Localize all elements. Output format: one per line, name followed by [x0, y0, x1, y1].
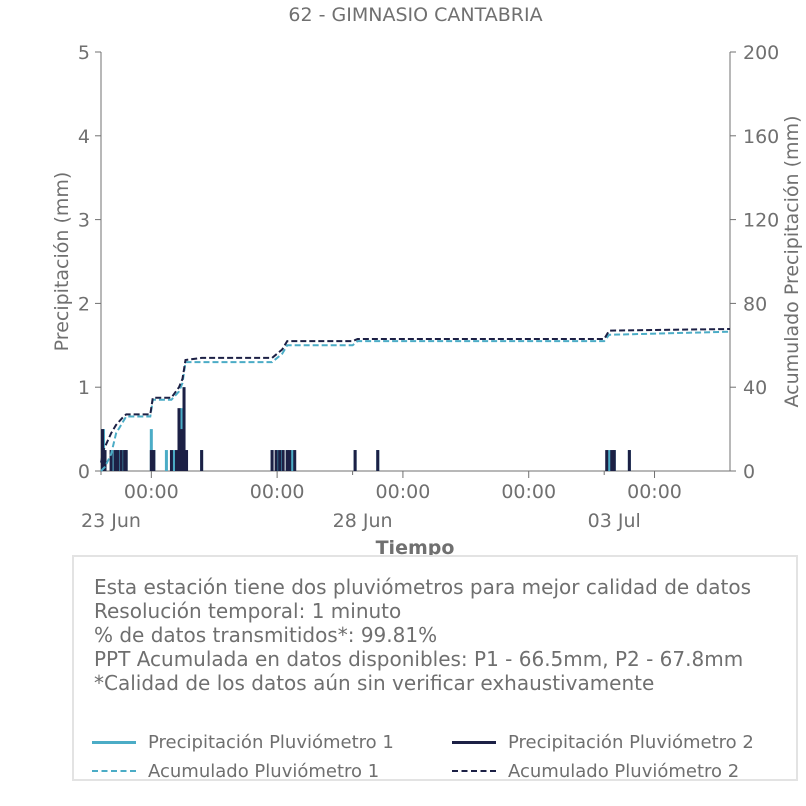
y-left-tick-label: 2 — [78, 293, 90, 315]
legend-label-accum-p1: Acumulado Pluviómetro 1 — [148, 760, 380, 782]
y-axis-label-right: Acumulado Precipitación (mm) — [781, 116, 803, 408]
rain-bar-2 — [123, 450, 127, 471]
y-right-tick-label: 40 — [743, 377, 767, 399]
y-right-tick-label: 120 — [743, 210, 779, 232]
rain-bar-2 — [119, 450, 123, 471]
info-line-transmitted: % de datos transmitidos*: 99.81% — [94, 623, 438, 647]
x-date-label: 23 Jun — [81, 510, 141, 532]
info-line-stations: Esta estación tiene dos pluviómetros par… — [94, 575, 752, 599]
rain-bar-2 — [124, 450, 128, 471]
y-right-tick-label: 200 — [743, 42, 779, 64]
info-line-quality-note: *Calidad de los datos aún sin verificar … — [94, 671, 655, 695]
info-box: Esta estación tiene dos pluviómetros par… — [72, 555, 798, 783]
rain-bar-2 — [185, 450, 189, 471]
info-line-accumulated: PPT Acumulada en datos disponibles: P1 -… — [94, 647, 744, 671]
rain-bar-1 — [607, 450, 611, 471]
rain-bar-2 — [376, 450, 380, 471]
rainfall-chart: 62 - GIMNASIO CANTABRIA 0 1 2 3 4 5 0 40 80 120 160… — [51, 4, 803, 559]
legend-swatch-precip-p1 — [92, 740, 136, 744]
rain-bar-1 — [172, 450, 176, 471]
accumulated-line-1 — [100, 330, 731, 472]
rain-bar-2 — [353, 450, 357, 471]
x-tick-label: 00:00 — [376, 481, 431, 503]
chart-title: 62 - GIMNASIO CANTABRIA — [288, 4, 542, 26]
rain-bar-2 — [177, 408, 181, 471]
y-right-tick-label: 0 — [743, 461, 755, 483]
legend-item-accum-p1: Acumulado Pluviómetro 1 — [92, 759, 379, 783]
rain-bar-2 — [270, 450, 274, 471]
y-left-tick-label: 3 — [78, 210, 90, 232]
legend-label-precip-p1: Precipitación Pluviómetro 1 — [148, 731, 394, 753]
y-axis-label-left: Precipitación (mm) — [51, 172, 73, 352]
rain-bar-2 — [200, 450, 204, 471]
x-date-label: 03 Jul — [588, 510, 641, 532]
rain-bar-1 — [290, 450, 294, 471]
rain-bar-1 — [164, 450, 168, 471]
x-tick-label: 00:00 — [124, 481, 179, 503]
rain-bar-2 — [182, 387, 186, 471]
rain-bar-2 — [174, 450, 178, 471]
rain-bar-2 — [293, 450, 297, 471]
y-left-tick-label: 4 — [78, 126, 90, 148]
rain-bar-2 — [149, 450, 153, 471]
x-tick-label: 00:00 — [627, 481, 682, 503]
y-left-tick-label: 0 — [78, 461, 90, 483]
rain-bar-2 — [109, 450, 113, 471]
y-left-tick-label: 5 — [78, 42, 90, 64]
rain-bar-2 — [605, 450, 609, 471]
rain-bar-2 — [169, 450, 173, 471]
x-tick-label: 00:00 — [501, 481, 556, 503]
x-tick-label: 00:00 — [250, 481, 305, 503]
rain-bar-2 — [281, 450, 285, 471]
legend-label-precip-p2: Precipitación Pluviómetro 2 — [508, 731, 754, 753]
x-axis-label: Tiempo — [376, 537, 455, 559]
x-date-label: 28 Jun — [333, 510, 393, 532]
rain-bar-2 — [113, 450, 117, 471]
rain-bar-2 — [152, 450, 156, 471]
rain-bar-2 — [116, 450, 120, 471]
info-line-resolution: Resolución temporal: 1 minuto — [94, 599, 402, 623]
y-right-tick-label: 80 — [743, 293, 767, 315]
rain-bar-2 — [610, 450, 614, 471]
rain-bar-2 — [278, 450, 282, 471]
legend-swatch-accum-p1 — [92, 770, 136, 772]
legend-swatch-precip-p2 — [452, 740, 496, 744]
rain-bar-2 — [612, 450, 616, 471]
accumulated-line-2 — [100, 328, 731, 463]
rain-bar-2 — [180, 429, 184, 471]
rain-bar-2 — [288, 450, 292, 471]
rain-bar-2 — [627, 450, 631, 471]
legend-swatch-accum-p2 — [452, 770, 496, 772]
legend-item-precip-p2: Precipitación Pluviómetro 2 — [452, 730, 754, 754]
y-left-tick-label: 1 — [78, 377, 90, 399]
rain-bar-2 — [274, 450, 278, 471]
y-right-tick-label: 160 — [743, 126, 779, 148]
legend-label-accum-p2: Acumulado Pluviómetro 2 — [508, 760, 740, 782]
legend-item-precip-p1: Precipitación Pluviómetro 1 — [92, 730, 394, 754]
rain-bar-2 — [285, 450, 289, 471]
rain-bar-2 — [103, 450, 107, 471]
legend-item-accum-p2: Acumulado Pluviómetro 2 — [452, 759, 739, 783]
